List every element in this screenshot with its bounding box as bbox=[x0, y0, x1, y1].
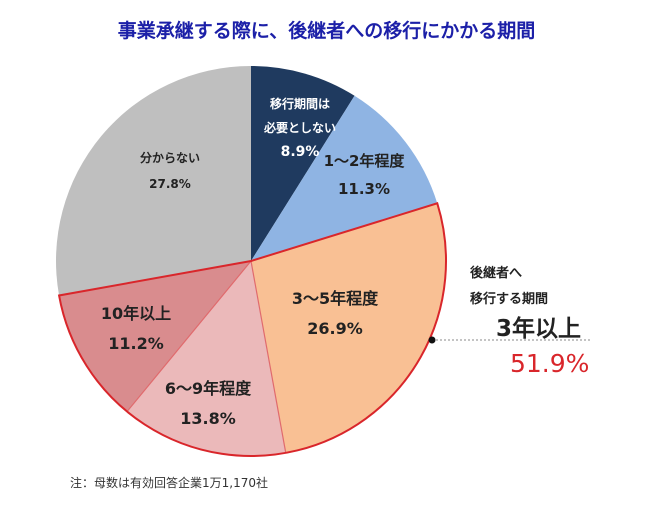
pie-slice-1 bbox=[251, 95, 438, 261]
leader-dot bbox=[428, 336, 436, 344]
slice-value-label: 11.2% bbox=[108, 334, 164, 353]
slice-category-label: 6～9年程度 bbox=[165, 379, 252, 398]
footnote: 注：母数は有効回答企業1万1,170社 bbox=[70, 476, 268, 490]
chart-title: 事業承継する際に、後継者への移行にかかる期間 bbox=[117, 20, 536, 42]
pie-slice-5 bbox=[56, 66, 251, 296]
slice-value-label: 27.8% bbox=[149, 177, 191, 191]
group-caption-1: 後継者へ bbox=[470, 266, 523, 281]
slice-category-label: 分からない bbox=[140, 150, 200, 165]
slice-value-label: 8.9% bbox=[281, 144, 320, 160]
slice-category-label: 必要としない bbox=[263, 120, 336, 135]
pie-slice-2 bbox=[251, 203, 446, 453]
slice-category-label: 移行期間は bbox=[270, 96, 330, 111]
slice-category-label: 1～2年程度 bbox=[324, 152, 406, 170]
slice-value-label: 26.9% bbox=[307, 319, 363, 338]
pie-slice-0 bbox=[251, 66, 355, 261]
slice-value-label: 11.3% bbox=[338, 180, 390, 198]
group-value: 51.9% bbox=[510, 349, 590, 378]
slice-divider bbox=[126, 260, 252, 412]
slice-value-label: 13.8% bbox=[180, 409, 236, 428]
slice-category-label: 10年以上 bbox=[101, 304, 171, 323]
group-label: 3年以上 bbox=[496, 316, 582, 342]
group-caption-2: 移行する期間 bbox=[470, 292, 549, 307]
slice-divider bbox=[250, 260, 287, 453]
group-outline bbox=[57, 202, 447, 457]
pie-slice-3 bbox=[127, 261, 286, 456]
pie-slice-4 bbox=[59, 261, 252, 412]
slice-category-label: 3～5年程度 bbox=[292, 289, 379, 308]
